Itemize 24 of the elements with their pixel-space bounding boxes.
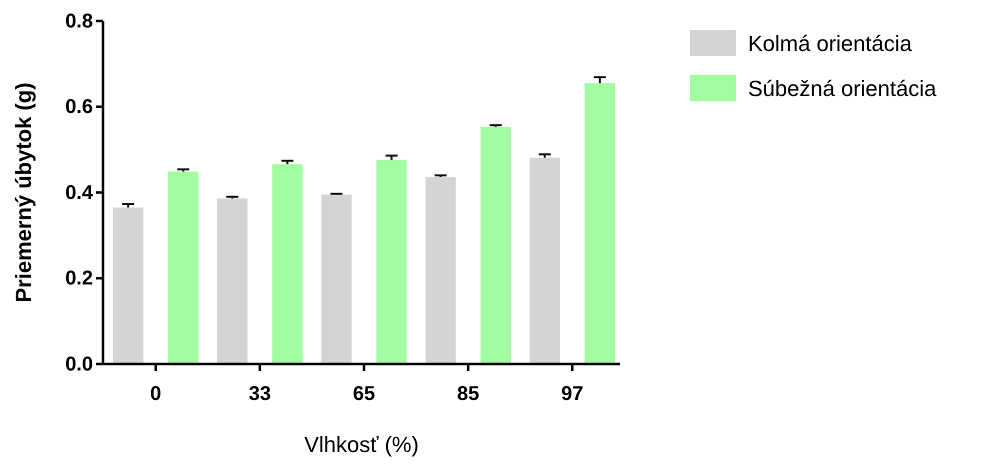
x-tick-label: 0: [150, 383, 162, 405]
bar: [321, 194, 352, 364]
y-tick-label: 0.0: [65, 353, 93, 376]
y-tick-label: 0.4: [65, 182, 94, 204]
bar: [530, 158, 560, 364]
y-tick-label: 0.6: [65, 96, 93, 118]
y-tick-label: 0.8: [65, 10, 93, 32]
bar: [168, 171, 198, 364]
bar: [425, 177, 456, 364]
legend-label: Kolmá orientácia: [748, 31, 913, 56]
x-tick-label: 85: [457, 383, 480, 405]
bar: [113, 208, 144, 364]
x-axis-title: Vlhkosť (%): [304, 432, 419, 457]
y-tick-label: 0.2: [65, 268, 93, 290]
x-tick-label: 33: [248, 383, 271, 405]
bar: [584, 83, 615, 364]
bar: [480, 126, 511, 364]
bar: [376, 160, 407, 364]
y-axis-title: Priemerný úbytok (g): [11, 82, 36, 303]
bar: [217, 198, 248, 364]
legend-label: Súbežná orientácia: [748, 76, 938, 101]
x-tick-label: 65: [352, 383, 376, 405]
x-tick-label: 97: [561, 383, 584, 405]
bar: [272, 164, 303, 364]
